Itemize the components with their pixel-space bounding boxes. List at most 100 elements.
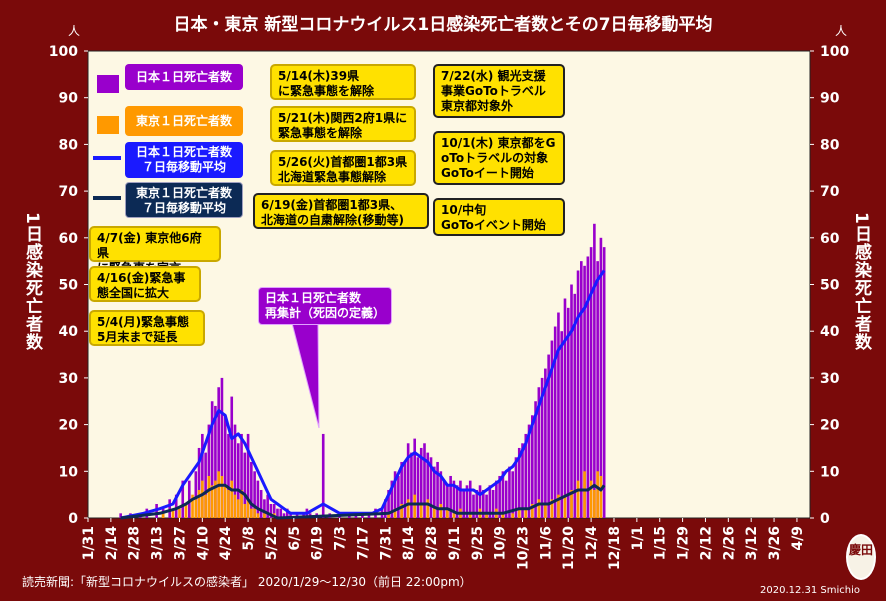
- source-note: 読売新聞:「新型コロナウイルスの感染者」 2020/1/29～12/30（前日 …: [22, 575, 472, 589]
- tokyo-daily-bar: [596, 471, 599, 518]
- y-tick-label-right: 60: [820, 231, 840, 247]
- legend-tokyo-daily: 東京１日死亡者数: [125, 106, 243, 136]
- x-tick-label: 3/27: [172, 526, 188, 560]
- japan-daily-bar: [263, 499, 266, 518]
- japan-daily-bar: [580, 261, 583, 518]
- tokyo-daily-bar: [446, 508, 449, 518]
- tokyo-daily-bar: [178, 508, 181, 518]
- japan-daily-bar: [174, 494, 178, 518]
- japan-daily-bar: [488, 485, 492, 518]
- japan-daily-bar: [240, 433, 243, 518]
- japan-daily-bar: [442, 480, 446, 518]
- annotation-apr16-line1: 4/16(金)緊急事: [97, 271, 186, 285]
- japan-daily-bar: [462, 489, 466, 518]
- tokyo-daily-bar: [570, 489, 573, 518]
- tokyo-daily-bar: [406, 499, 410, 518]
- annotation-jun19-line1: 6/19(金)首都圏1都3県、: [261, 198, 403, 212]
- japan-daily-bar: [397, 475, 400, 518]
- japan-daily-bar: [403, 461, 407, 518]
- japan-daily-bar: [210, 401, 214, 518]
- annotation-may14: 5/14(木)39県 に緊急事態を解除: [270, 64, 416, 100]
- japan-daily-bar: [295, 513, 299, 518]
- left-unit-label: 人: [68, 24, 81, 38]
- tokyo-daily-bar: [400, 503, 403, 518]
- japan-daily-bar: [279, 508, 283, 518]
- japan-daily-bar: [557, 312, 560, 518]
- japan-avg-line: [120, 269, 606, 520]
- japan-daily-bar: [583, 265, 586, 518]
- japan-daily-bar: [256, 480, 260, 518]
- japan-daily-bar: [410, 452, 413, 518]
- tokyo-daily-bar: [240, 489, 243, 518]
- annotation-apr16: 4/16(金)緊急事 態全国に拡大: [89, 266, 201, 302]
- japan-daily-bar: [230, 396, 234, 518]
- x-tick-label: 6/5: [287, 526, 303, 551]
- annotation-jul22-line2: 事業GoToトラベル: [441, 84, 546, 98]
- japan-daily-bar: [527, 424, 531, 518]
- x-tick-label: 9/25: [470, 526, 486, 560]
- credit-note: 2020.12.31 Smichio: [760, 585, 861, 596]
- y-tick-label-right: 70: [820, 184, 840, 200]
- annotation-oct1-line2: oToトラベルの対象: [441, 151, 549, 165]
- annotation-may21-line1: 5/21(木)関西2府1県に: [278, 111, 408, 125]
- y-tick-label-left: 80: [59, 137, 79, 153]
- japan-daily-bar: [586, 256, 590, 518]
- japan-daily-bar: [276, 508, 279, 518]
- x-tick-label: 4/9: [790, 526, 806, 551]
- annotation-may26-line1: 5/26(火)首都圏1都3県: [278, 155, 408, 169]
- japan-daily-bar: [426, 452, 430, 518]
- x-tick-label: 4/10: [195, 526, 211, 561]
- japan-daily-bar: [285, 508, 289, 518]
- tokyo-daily-bar: [230, 480, 234, 518]
- tokyo-daily-bar: [557, 494, 560, 518]
- japan-daily-bar: [436, 461, 439, 518]
- tokyo-daily-bar: [563, 494, 567, 518]
- japan-daily-bar: [321, 433, 325, 518]
- tokyo-daily-bar: [246, 499, 250, 518]
- japan-daily-bar: [432, 466, 436, 518]
- japan-daily-bar: [429, 457, 433, 518]
- japan-daily-bar: [475, 489, 479, 518]
- x-tick-label: 7/3: [333, 526, 349, 551]
- japan-daily-bar: [246, 433, 250, 518]
- tokyo-daily-bar: [531, 503, 534, 518]
- japan-daily-bar: [465, 485, 469, 518]
- japan-daily-bar: [589, 247, 593, 518]
- annotation-jul22: 7/22(水) 観光支援 事業GoToトラベル 東京都対象外: [433, 64, 565, 118]
- x-tick-label: 2/12: [698, 526, 714, 560]
- tokyo-daily-bar: [576, 480, 580, 518]
- tokyo-daily-bar: [599, 475, 603, 518]
- legend-tokyo-avg-line2: ７日毎移動平均: [141, 201, 226, 215]
- japan-daily-bar: [269, 503, 273, 518]
- japan-daily-bar: [452, 480, 456, 518]
- japan-daily-bar: [289, 513, 292, 518]
- callout-recount-line1: 日本１日死亡者数: [265, 291, 362, 305]
- author-seal: 慶田: [846, 534, 876, 580]
- x-tick-label: 3/26: [767, 526, 783, 560]
- japan-daily-bar: [544, 368, 547, 518]
- japan-daily-bar: [599, 237, 603, 519]
- japan-daily-bar: [181, 480, 185, 518]
- japan-daily-bar: [478, 485, 482, 518]
- tokyo-daily-bar: [501, 513, 505, 518]
- legend-swatch-tokyo-daily: [97, 116, 119, 134]
- japan-daily-bar: [413, 438, 417, 518]
- tokyo-daily-bar: [589, 480, 593, 518]
- annotation-may26: 5/26(火)首都圏1都3県 北海道緊急事態解除: [270, 150, 416, 186]
- y-tick-label-right: 50: [820, 278, 840, 294]
- x-tick-label: 3/12: [744, 526, 760, 560]
- japan-daily-bar: [393, 471, 397, 518]
- legend-swatch-japan-daily: [97, 75, 119, 93]
- annotation-jul22-line3: 東京都対象外: [441, 99, 514, 113]
- right-unit-label: 人: [835, 24, 848, 38]
- annotation-oct-mid-line2: GoToイベント開始: [441, 218, 546, 232]
- japan-daily-bar: [282, 513, 286, 518]
- tokyo-daily-bar: [452, 513, 456, 518]
- annotation-jun19: 6/19(金)首都圏1都3県、 北海道の自粛解除(移動等): [253, 193, 429, 229]
- japan-daily-bar: [455, 485, 459, 518]
- tokyo-daily-bar: [393, 508, 397, 518]
- tokyo-daily-bar: [517, 508, 521, 518]
- japan-daily-bar: [187, 480, 191, 518]
- y-tick-label-right: 0: [820, 511, 830, 527]
- x-tick-label: 11/20: [561, 526, 577, 570]
